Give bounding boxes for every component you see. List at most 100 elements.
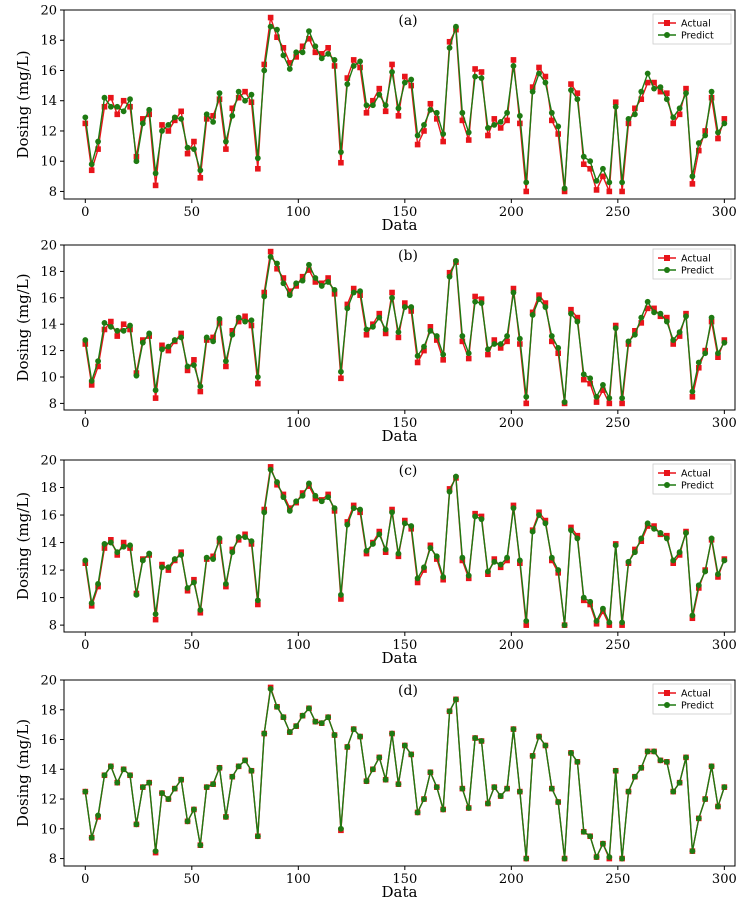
actual-point <box>715 135 721 142</box>
predict-point <box>382 102 389 109</box>
actual-point <box>338 159 344 166</box>
legend-box <box>652 683 732 715</box>
x-tick-label: 300 <box>712 205 737 220</box>
series-line-actual <box>84 687 725 860</box>
predict-point <box>369 102 376 109</box>
predict-point <box>395 105 402 112</box>
predict-point <box>625 558 632 565</box>
actual-point <box>235 318 242 325</box>
x-tick-label: 300 <box>712 416 737 431</box>
predict-point <box>542 520 549 527</box>
x-tick-label: 200 <box>499 205 524 220</box>
predict-point <box>197 167 204 174</box>
predict-point <box>376 531 383 538</box>
actual-point <box>197 388 204 395</box>
predict-point <box>184 585 191 591</box>
predict-point <box>670 114 677 121</box>
predict-point <box>644 520 651 527</box>
predict-point <box>631 549 638 556</box>
predict-point <box>114 103 121 110</box>
predict-point <box>459 554 466 561</box>
predict-point <box>663 96 670 103</box>
predict-point <box>203 334 210 341</box>
predict-point <box>242 757 248 764</box>
predict-point <box>523 618 530 624</box>
predict-point <box>395 329 402 336</box>
predict-point <box>299 277 306 284</box>
x-axis-title: Data <box>382 883 418 901</box>
predict-point <box>216 316 223 322</box>
actual-point <box>344 75 351 81</box>
predict-point <box>286 66 293 72</box>
predict-point <box>580 594 587 601</box>
predict-point <box>171 114 178 121</box>
predict-point <box>229 549 236 556</box>
legend-marker-actual <box>664 470 670 476</box>
predict-point <box>619 619 626 626</box>
predict-point <box>191 146 197 153</box>
x-tick-label: 100 <box>286 205 311 220</box>
predict-point <box>568 750 574 756</box>
predict-point <box>120 543 127 550</box>
actual-point <box>114 333 121 339</box>
predict-point <box>619 395 626 402</box>
predict-point <box>254 374 261 380</box>
predict-point <box>382 776 389 783</box>
predict-point <box>210 781 217 788</box>
predict-point <box>127 772 133 779</box>
actual-point <box>600 173 606 180</box>
predict-point <box>299 492 306 499</box>
predict-point <box>427 769 434 776</box>
predict-point <box>191 362 197 369</box>
predict-point <box>472 73 479 80</box>
predict-point <box>651 85 657 92</box>
predict-point <box>280 494 287 501</box>
predict-point <box>453 473 459 480</box>
actual-point <box>108 94 114 101</box>
predict-point <box>721 339 728 346</box>
y-tick-label: 16 <box>40 733 57 748</box>
predict-point <box>408 523 415 529</box>
predict-point <box>133 821 140 828</box>
predict-point <box>101 319 108 326</box>
predict-point <box>536 512 542 518</box>
actual-point <box>280 275 287 281</box>
actual-point <box>344 301 351 308</box>
predict-point <box>184 818 191 825</box>
predict-point <box>248 767 255 774</box>
predict-point <box>261 67 268 74</box>
y-tick-label: 10 <box>40 591 57 606</box>
actual-point <box>318 51 325 57</box>
x-tick-label: 100 <box>286 638 311 653</box>
predict-point <box>203 784 210 791</box>
predict-point <box>318 720 325 727</box>
predict-point <box>478 738 485 744</box>
actual-point <box>267 248 274 255</box>
predict-point <box>555 799 562 805</box>
predict-point <box>689 173 696 180</box>
actual-point <box>580 376 587 383</box>
actual-point <box>255 380 261 387</box>
legend-marker-predict <box>664 702 670 708</box>
predict-point <box>331 56 338 63</box>
predict-point <box>235 534 242 540</box>
actual-point <box>338 375 344 382</box>
actual-point <box>497 125 504 131</box>
actual-point <box>549 117 555 124</box>
predict-point <box>510 289 517 296</box>
actual-point <box>542 73 549 80</box>
predict-point <box>638 88 645 95</box>
legend-box <box>652 248 732 280</box>
predict-point <box>631 773 638 780</box>
predict-point <box>433 333 440 339</box>
actual-point <box>184 150 191 157</box>
predict-point <box>516 335 523 342</box>
predict-point <box>306 261 312 268</box>
predict-point <box>254 155 261 162</box>
actual-point <box>325 275 331 281</box>
predict-point <box>676 549 683 556</box>
predict-point <box>210 556 217 562</box>
predict-point <box>357 506 363 513</box>
actual-point <box>210 334 216 341</box>
